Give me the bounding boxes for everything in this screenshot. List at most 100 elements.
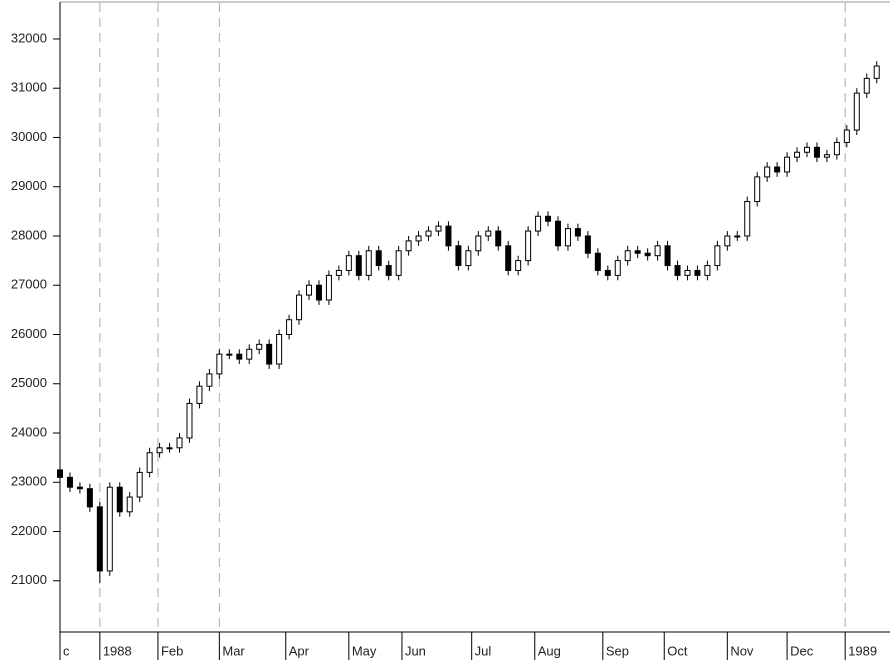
candle-body (764, 166, 771, 178)
candle-body (535, 215, 542, 232)
x-tick-label: 1989 (848, 643, 877, 658)
candle-body (853, 92, 860, 131)
y-tick-label: 28000 (11, 227, 47, 242)
candle-body (146, 452, 153, 473)
candle-body (425, 230, 432, 237)
y-tick-label: 24000 (11, 424, 47, 439)
candle-body (176, 437, 183, 449)
candle-body (455, 245, 462, 267)
candle-body (525, 230, 532, 262)
candle-body (226, 353, 233, 356)
candle-body (794, 151, 801, 158)
candle-body (714, 245, 721, 267)
candle-body (744, 201, 751, 237)
candle-body (256, 343, 263, 350)
x-tick-label: 1988 (103, 643, 132, 658)
candle-body (206, 373, 213, 387)
candle-body (823, 154, 830, 158)
y-tick-label: 27000 (11, 277, 47, 292)
candle-body (325, 274, 332, 301)
candle-body (57, 469, 63, 478)
x-tick-label: c (63, 643, 70, 658)
candle-body (286, 319, 293, 335)
candle-body (276, 333, 283, 365)
candle-body (704, 265, 711, 276)
candle-body (574, 228, 581, 237)
candle-body (485, 230, 492, 237)
candle-body (395, 250, 402, 276)
candle-body (86, 488, 93, 508)
candle-body (584, 235, 591, 254)
candle-body (405, 240, 412, 252)
x-tick-label: Dec (790, 643, 814, 658)
candle-body (345, 255, 352, 271)
candle-body (116, 486, 123, 513)
candle-body (76, 486, 83, 490)
candle-body (724, 235, 731, 247)
candle-body (306, 284, 312, 296)
candle-body (365, 250, 372, 276)
candle-body (784, 156, 791, 173)
y-tick-label: 31000 (11, 80, 47, 95)
y-tick-label: 23000 (11, 474, 47, 489)
x-tick-label: May (352, 643, 377, 658)
x-tick-label: Oct (667, 643, 688, 658)
x-tick-label: Apr (289, 643, 310, 658)
candle-body (465, 250, 472, 267)
candle-body (196, 385, 203, 404)
candle-body (624, 250, 631, 262)
x-tick-label: Aug (538, 643, 561, 658)
candle-body (296, 294, 303, 321)
candle-body (694, 269, 701, 276)
candle-body (96, 506, 103, 572)
candle-body (495, 230, 502, 247)
x-tick-label: Sep (606, 643, 629, 658)
x-tick-label: Feb (161, 643, 183, 658)
candle-body (136, 471, 143, 498)
y-tick-label: 30000 (11, 129, 47, 144)
candle-body (684, 269, 691, 276)
candle-body (873, 65, 880, 79)
candle-body (315, 284, 322, 301)
candle-body (415, 235, 422, 242)
candle-body (674, 265, 681, 276)
candle-body (545, 215, 552, 222)
candle-body (843, 129, 850, 143)
candle-body (355, 255, 362, 276)
candle-body (246, 348, 253, 360)
candle-body (385, 265, 392, 276)
candle-body (833, 141, 840, 156)
candle-body (644, 252, 651, 257)
x-tick-label: Nov (730, 643, 754, 658)
candle-body (156, 447, 163, 454)
candle-body (266, 343, 273, 365)
candle-body (555, 220, 561, 247)
candle-body (186, 402, 193, 439)
y-tick-label: 29000 (11, 178, 47, 193)
candle-body (604, 269, 611, 276)
y-tick-label: 32000 (11, 30, 47, 45)
candle-body (375, 250, 382, 267)
candle-body (166, 447, 173, 450)
y-tick-label: 22000 (11, 523, 47, 538)
y-tick-label: 25000 (11, 375, 47, 390)
candle-body (475, 235, 482, 252)
y-tick-label: 26000 (11, 326, 47, 341)
candle-body (614, 260, 621, 276)
candle-body (66, 476, 73, 488)
candle-body (594, 252, 601, 271)
y-tick-label: 21000 (11, 572, 47, 587)
candle-body (505, 245, 512, 271)
candle-body (654, 245, 661, 257)
candle-body (634, 250, 641, 254)
candle-body (106, 486, 113, 572)
candle-body (774, 166, 781, 173)
candle-body (813, 146, 820, 158)
x-tick-label: Jul (475, 643, 492, 658)
candle-body (664, 245, 671, 267)
candle-body (804, 146, 810, 153)
candle-body (435, 225, 442, 232)
candle-body (335, 269, 342, 276)
candle-body (126, 496, 133, 513)
